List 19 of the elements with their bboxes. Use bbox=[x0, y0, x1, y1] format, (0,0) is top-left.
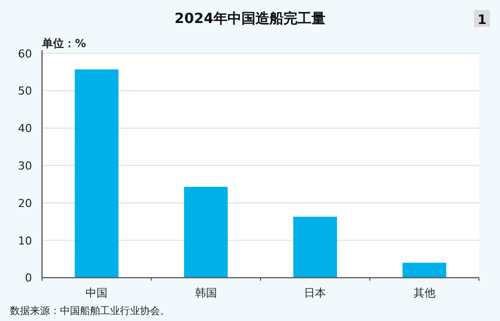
x-tick-label: 日本 bbox=[304, 286, 326, 300]
bar bbox=[74, 69, 118, 278]
y-tick-label: 0 bbox=[25, 272, 32, 285]
bar bbox=[293, 216, 337, 278]
chart-title: 2024年中国造船完工量 bbox=[174, 10, 326, 27]
y-tick-label: 10 bbox=[18, 234, 32, 248]
y-tick-label: 40 bbox=[18, 122, 32, 136]
y-tick-label: 30 bbox=[18, 160, 32, 172]
y-axis-title: 单位：% bbox=[41, 37, 86, 50]
x-tick-label: 其他 bbox=[413, 286, 436, 300]
text: 1 bbox=[477, 13, 487, 28]
x-tick-label: 中国 bbox=[86, 286, 108, 300]
y-tick-label: 50 bbox=[18, 84, 32, 98]
bar bbox=[184, 186, 228, 278]
x-tick-label: 韩国 bbox=[194, 286, 217, 300]
y-tick-label: 20 bbox=[18, 196, 32, 210]
y-tick-label: 60 bbox=[18, 47, 32, 60]
source-note: 数据来源：中国船舶工业行业协会。 bbox=[10, 305, 170, 317]
bar bbox=[402, 262, 446, 278]
